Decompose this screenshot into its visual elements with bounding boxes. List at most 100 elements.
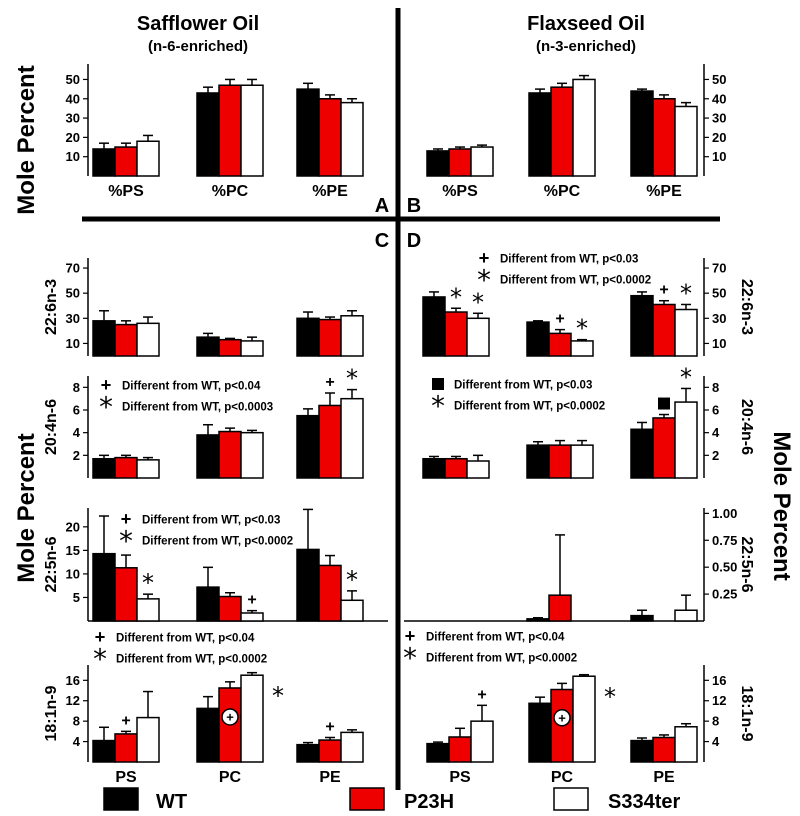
panel-d4-bar-s334ter (572, 675, 596, 763)
panel-d1-ytick-label: 30 (712, 311, 726, 326)
panel-a-bar-s334ter (136, 140, 160, 177)
panel-b-ytick-label: 10 (712, 149, 726, 164)
panel-b-bar-wt (630, 90, 654, 177)
panel-d4-sig-legend-marker-asterisk: * (403, 641, 417, 674)
panel-d1-bar-wt (630, 294, 654, 357)
panel-c4-category-label: PE (319, 769, 341, 786)
panel-c1-bar-s334ter (240, 340, 264, 357)
panel-c2-bar-wt (296, 414, 320, 479)
legend-label-p23h: P23H (404, 791, 454, 813)
panel-d1-ytick-label: 50 (712, 286, 726, 301)
panel-c3-bar-p23h (318, 564, 342, 622)
panel-d3-ytick-label: 0.50 (712, 560, 737, 575)
panel-c2-sig-asterisk: * (346, 365, 358, 393)
panel-d4-sig-plus: + (477, 686, 486, 703)
panel-d1-sig-plus: + (555, 311, 564, 328)
panel-c4-sig-legend-text: Different from WT, p<0.0002 (116, 654, 267, 666)
panel-a-bar-p23h (114, 146, 138, 177)
panel-letter-d: D (407, 230, 421, 252)
panel-c4-sig-plus: + (325, 718, 334, 735)
legend-label-wt: WT (156, 791, 187, 813)
panel-c4-bar-s334ter (136, 716, 160, 763)
panel-b-ytick-label: 40 (712, 91, 726, 106)
panel-c1-bar-p23h (218, 338, 242, 357)
panel-c2-sig-legend-text: Different from WT, p<0.0003 (122, 402, 273, 414)
panel-c1-bar-wt (92, 320, 116, 357)
panel-d2-bar-p23h (652, 417, 676, 479)
panel-d1-sig-asterisk: * (576, 315, 588, 343)
panel-c1-bar-s334ter (136, 322, 160, 357)
panel-c1-ytick-label: 30 (66, 311, 80, 326)
panel-c2-bar-wt (92, 457, 116, 479)
panel-c2-ytick-label: 2 (73, 448, 80, 463)
panel-c4-sig-circle (221, 708, 239, 726)
panel-d1-bar-p23h (548, 332, 572, 357)
panel-d4-category-label: PC (551, 769, 574, 786)
panel-c2-sig-plus: + (325, 374, 334, 391)
panel-d1-sig-legend-text: Different from WT, p<0.03 (500, 254, 638, 266)
legend-label-s334ter: S334ter (608, 791, 680, 813)
panel-a-bar-s334ter (340, 101, 364, 177)
panel-d4-sig-circle-plus: + (558, 710, 566, 725)
panel-d4-bar-wt (630, 739, 654, 763)
panel-d1-bar-s334ter (570, 340, 594, 357)
panel-c4-bar-wt (296, 743, 320, 763)
panel-d1-bar-wt (422, 296, 446, 357)
panel-a-category-label: %PS (108, 183, 144, 200)
panel-d2-bar-s334ter (570, 444, 594, 479)
legend-swatch-s334ter (553, 787, 589, 811)
left-y-title-top: Mole Percent (13, 65, 40, 214)
left-y-title-bottom: Mole Percent (13, 433, 40, 582)
panel-a-bar-wt (296, 88, 320, 177)
legend-swatch-wt (103, 787, 139, 811)
panel-d2-ytick-label: 8 (712, 380, 719, 395)
panel-c4-ytick-label: 12 (66, 693, 80, 708)
panel-b-bar-wt (426, 150, 450, 177)
panel-c4-sig-plus: + (121, 712, 130, 729)
panel-d4-ytick-label: 12 (712, 693, 726, 708)
panel-a-bar-wt (92, 148, 116, 177)
panel-d2-sig-legend-text: Different from WT, p<0.03 (454, 380, 592, 392)
panel-c4-category-label: PS (115, 769, 137, 786)
panel-c3-bar-s334ter (136, 598, 160, 622)
panel-c3-bar-wt (296, 548, 320, 622)
panel-d1-bar-s334ter (466, 317, 490, 357)
panel-c3-bar-p23h (114, 567, 138, 622)
panel-d4-bar-s334ter (470, 720, 494, 763)
panel-a-ytick-label: 20 (66, 130, 80, 145)
panel-d2-bar-s334ter (674, 401, 698, 479)
panel-c3-ytick-label: 10 (66, 566, 80, 581)
panel-b-bar-s334ter (674, 105, 698, 177)
right-y-title: Mole Percent (768, 431, 795, 580)
panel-c4-sig-legend-marker-asterisk: * (93, 642, 107, 675)
panel-d4-sig-circle (553, 709, 571, 727)
panel-c3-ytick-label: 20 (66, 519, 80, 534)
panel-c3-sig-legend-marker-asterisk: * (119, 524, 133, 557)
panel-c3-ytick-label: 5 (73, 590, 80, 605)
panel-d1-sig-legend-marker-plus: + (479, 247, 490, 268)
panel-d3-ytick-label: 0.25 (712, 587, 737, 602)
panel-d4-bar-wt (426, 742, 450, 763)
panel-d1-sig-legend-marker-asterisk: * (477, 263, 491, 296)
panel-c4-ytick-label: 16 (66, 673, 80, 688)
panel-a-category-label: %PC (212, 183, 249, 200)
panel-c3-sig-legend-text: Different from WT, p<0.0002 (142, 536, 293, 548)
panel-c3-bar-wt (196, 586, 220, 622)
panel-d4-ytick-label: 16 (712, 673, 726, 688)
panel-b-category-label: %PE (646, 183, 682, 200)
panel-d4-ytick-label: 8 (712, 714, 719, 729)
panel-d1-ylabel: 22:6n-3 (738, 279, 755, 335)
panel-d1-sig-asterisk: * (450, 283, 462, 311)
panel-c4-sig-legend-text: Different from WT, p<0.04 (116, 633, 255, 645)
panel-d2-bar-wt (526, 444, 550, 479)
panel-d3-ytick-label: 0.75 (712, 533, 737, 548)
panel-d1-sig-asterisk: * (680, 279, 692, 307)
panel-d2-ytick-label: 4 (712, 425, 720, 440)
panel-b-ytick-label: 30 (712, 111, 726, 126)
panel-c3-ytick-label: 15 (66, 543, 80, 558)
panel-c4-ytick-label: 4 (73, 734, 81, 749)
panel-b-bar-s334ter (572, 78, 596, 177)
panel-d3-bar-s334ter (674, 609, 698, 622)
